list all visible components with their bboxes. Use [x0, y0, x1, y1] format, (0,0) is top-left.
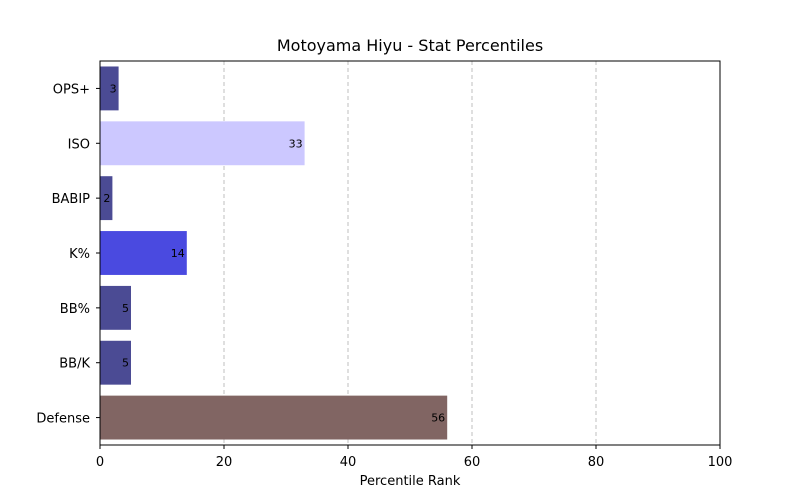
data-label: 2: [103, 192, 110, 205]
bar: [100, 176, 113, 221]
x-axis-ticks: 0 20 40 60 80 100: [96, 445, 733, 470]
bar: [100, 121, 305, 166]
x-tick-label: 0: [96, 455, 104, 470]
data-label: 3: [110, 82, 117, 95]
y-tick-label: ISO: [68, 137, 90, 152]
bars: [100, 66, 448, 440]
bar: [100, 285, 131, 330]
data-label: 56: [431, 412, 445, 425]
y-tick-label: Defense: [36, 412, 90, 427]
data-label: 5: [122, 302, 129, 315]
bar: [100, 340, 131, 385]
y-tick-label: OPS+: [53, 82, 90, 97]
x-axis-label: Percentile Rank: [360, 474, 461, 489]
x-tick-label: 80: [588, 455, 605, 470]
y-tick-label: BABIP: [52, 192, 91, 207]
y-axis-ticks: OPS+ ISO BABIP K% BB% BB/K Defense: [36, 82, 100, 427]
x-tick-label: 60: [464, 455, 481, 470]
chart-title: Motoyama Hiyu - Stat Percentiles: [277, 36, 543, 55]
bar: [100, 66, 119, 111]
data-label: 14: [171, 247, 185, 260]
x-tick-label: 100: [708, 455, 733, 470]
plot-frame: [99, 60, 721, 446]
x-tick-label: 20: [216, 455, 233, 470]
y-tick-label: BB%: [60, 302, 90, 317]
bar: [100, 395, 448, 440]
y-tick-label: K%: [69, 247, 90, 262]
gridlines: [223, 61, 597, 445]
y-tick-label: BB/K: [59, 357, 90, 372]
data-label: 5: [122, 357, 129, 370]
bar: [100, 231, 187, 275]
data-label: 33: [289, 137, 303, 150]
x-tick-label: 40: [340, 455, 357, 470]
